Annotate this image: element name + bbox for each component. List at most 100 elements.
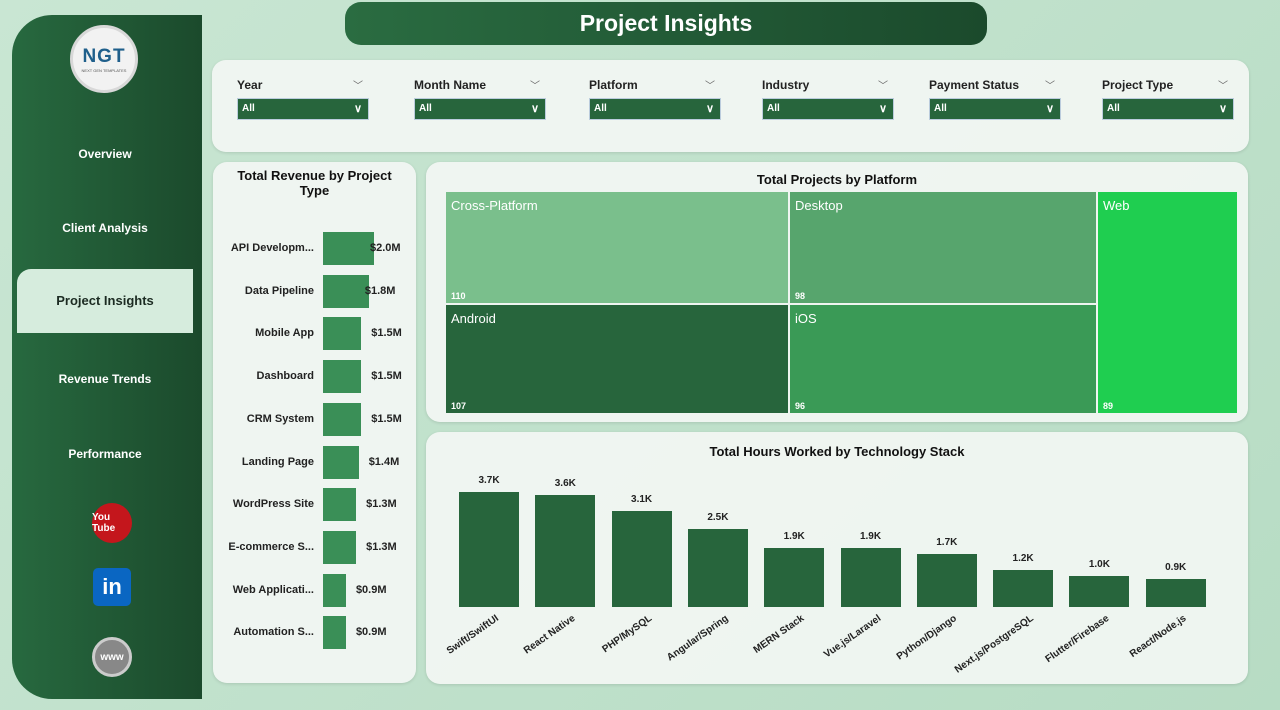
chevron-down-icon[interactable]: ﹀ <box>1045 81 1055 92</box>
bar[interactable] <box>323 530 357 564</box>
bar-row: API Developm... $2.0M <box>213 232 416 265</box>
dropdown-value: All <box>934 103 947 114</box>
sidebar: NGT NEXT GEN TEMPLATES Overview Client An… <box>12 15 202 699</box>
category-label: API Developm... <box>230 242 314 254</box>
dropdown-value: All <box>1107 103 1120 114</box>
filter-dropdown[interactable]: All ∨ <box>762 98 894 120</box>
bar-row: WordPress Site $1.3M <box>213 488 416 522</box>
filter-dropdown[interactable]: All ∨ <box>589 98 721 120</box>
tile-value: 107 <box>451 401 467 411</box>
treemap-tile[interactable]: Web 89 <box>1098 192 1237 413</box>
revenue-by-project-type-chart: Total Revenue by Project Type API Develo… <box>213 162 416 683</box>
bar[interactable] <box>611 510 672 607</box>
chevron-down-icon[interactable]: ﹀ <box>705 81 715 92</box>
chevron-down-icon: ∨ <box>353 103 362 115</box>
chevron-down-icon[interactable]: ﹀ <box>1218 81 1228 92</box>
chevron-down-icon: ∨ <box>705 103 714 115</box>
bar-row: Web Applicati... $0.9M <box>213 573 416 607</box>
data-label: 1.9K <box>859 530 882 542</box>
filter-dropdown[interactable]: All ∨ <box>929 98 1061 120</box>
ngt-logo: NGT NEXT GEN TEMPLATES <box>70 25 138 93</box>
category-label: Next.js/PostgreSQL <box>952 613 1036 676</box>
category-label: Flutter/Firebase <box>1043 613 1112 666</box>
filter-dropdown[interactable]: All ∨ <box>414 98 546 120</box>
bar[interactable] <box>764 547 825 607</box>
data-label: $0.9M <box>355 626 387 639</box>
dropdown-value: All <box>419 103 432 114</box>
chevron-down-icon: ∨ <box>878 103 887 115</box>
data-label: 0.9K <box>1165 562 1187 573</box>
bar[interactable] <box>840 547 901 607</box>
category-label: Mobile App <box>255 327 314 340</box>
filter-label: Month Name <box>414 78 486 92</box>
data-label: 1.2K <box>1012 552 1034 564</box>
bar[interactable] <box>323 317 362 351</box>
category-label: WordPress Site <box>232 498 314 511</box>
tile-label: iOS <box>795 311 817 326</box>
bar[interactable] <box>323 360 362 394</box>
bar[interactable] <box>916 554 977 607</box>
bar-row: Mobile App $1.5M <box>213 317 416 351</box>
bar[interactable] <box>323 445 359 479</box>
bar-row: Data Pipeline $1.8M <box>213 274 416 308</box>
youtube-icon[interactable]: You Tube <box>92 503 132 543</box>
bar[interactable] <box>993 569 1054 607</box>
page-title: Project Insights <box>345 2 987 45</box>
filter-label: Industry <box>762 78 810 92</box>
bar[interactable] <box>323 616 346 650</box>
dropdown-value: All <box>767 103 780 114</box>
chevron-down-icon[interactable]: ﹀ <box>878 81 888 92</box>
hours-by-tech-stack-chart: Total Hours Worked by Technology Stack 3… <box>426 432 1248 684</box>
nav-client-analysis[interactable]: Client Analysis <box>62 221 148 235</box>
filter-dropdown[interactable]: All ∨ <box>237 98 369 120</box>
filter-label: Payment Status <box>929 78 1020 92</box>
filter-panel: Year ﹀ All ∨ Month Name ﹀ All ∨ Platform ﹀ All ∨ Ind… <box>212 60 1249 152</box>
treemap-tile[interactable]: iOS 96 <box>790 305 1096 413</box>
nav-overview[interactable]: Overview <box>78 147 132 161</box>
nav-project-insights[interactable]: Project Insights <box>17 269 193 333</box>
filter-month-name: Month Name ﹀ All ∨ <box>414 75 546 120</box>
treemap-tile[interactable]: Android 107 <box>446 305 788 413</box>
bar[interactable] <box>535 495 596 607</box>
bar-row: E-commerce S... $1.3M <box>213 530 416 564</box>
data-label: $0.9M <box>355 583 387 596</box>
data-label: $2.0M <box>370 242 401 254</box>
category-label: CRM System <box>246 412 314 425</box>
treemap-tile[interactable]: Desktop 98 <box>790 192 1096 303</box>
bar[interactable] <box>323 402 362 436</box>
chevron-down-icon[interactable]: ﹀ <box>530 81 540 92</box>
bar[interactable] <box>323 232 374 265</box>
nav-revenue-trends[interactable]: Revenue Trends <box>58 372 152 386</box>
filter-dropdown[interactable]: All ∨ <box>1102 98 1234 120</box>
bar[interactable] <box>459 491 519 607</box>
dropdown-value: All <box>242 103 255 114</box>
data-label: 3.6K <box>554 478 576 490</box>
tile-value: 89 <box>1103 401 1114 411</box>
tile-label: Desktop <box>795 198 843 213</box>
bar[interactable] <box>1069 575 1130 607</box>
chart-title: Total Hours Worked by Technology Stack <box>709 444 965 459</box>
bar[interactable] <box>323 274 369 308</box>
category-label: Angular/Spring <box>664 613 731 664</box>
chevron-down-icon: ∨ <box>1045 103 1054 115</box>
filter-payment-status: Payment Status ﹀ All ∨ <box>929 75 1061 120</box>
tile-value: 98 <box>795 291 806 301</box>
treemap-tile[interactable]: Cross-Platform 110 <box>446 192 788 303</box>
bar[interactable] <box>687 529 748 607</box>
bar-row: CRM System $1.5M <box>213 402 416 436</box>
bar[interactable] <box>1145 579 1206 607</box>
nav-performance[interactable]: Performance <box>68 447 142 461</box>
category-label: React Native <box>522 613 578 657</box>
linkedin-icon[interactable]: in <box>93 568 131 606</box>
filter-platform: Platform ﹀ All ∨ <box>589 75 721 120</box>
globe-icon[interactable]: www <box>92 637 132 677</box>
category-label: React/Node.js <box>1127 613 1189 660</box>
chevron-down-icon[interactable]: ﹀ <box>353 81 363 92</box>
tile-label: Cross-Platform <box>451 198 538 213</box>
data-label: 2.5K <box>707 512 729 524</box>
bar[interactable] <box>323 573 346 607</box>
filter-industry: Industry ﹀ All ∨ <box>762 75 894 120</box>
bar[interactable] <box>323 488 357 522</box>
data-label: 1.7K <box>936 537 958 549</box>
category-label: E-commerce S... <box>228 540 314 553</box>
